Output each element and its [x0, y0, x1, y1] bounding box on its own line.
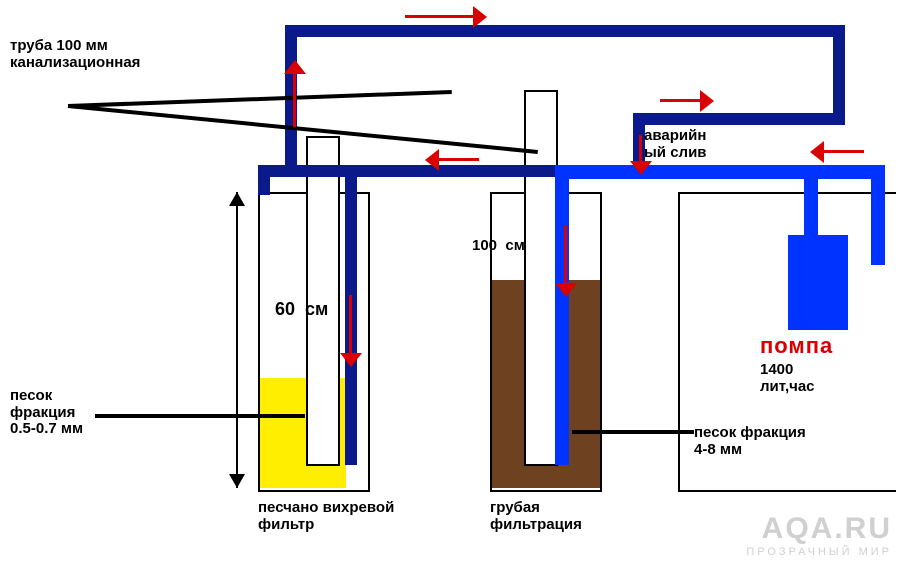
flow-arrow	[660, 99, 702, 102]
flow-arrow-head	[630, 161, 652, 175]
pipe-dark	[258, 165, 270, 195]
label-vortex: песчано вихревой фильтр	[258, 500, 394, 533]
pointer-line	[95, 414, 305, 418]
pipe-bright	[555, 165, 569, 465]
flow-arrow-head	[473, 6, 487, 28]
pipe-bright	[804, 165, 818, 240]
flow-arrow	[293, 72, 296, 127]
pointer-line	[572, 430, 694, 434]
pipe-dark	[833, 25, 845, 125]
label-100cm: 100 см	[472, 238, 525, 255]
label-60cm: 60 см	[275, 300, 328, 320]
flow-arrow	[349, 295, 352, 355]
label-pump-title: помпа	[760, 334, 833, 358]
label-coarse: грубая фильтрация	[490, 500, 582, 533]
flow-arrow-head	[284, 60, 306, 74]
flow-arrow-head	[425, 149, 439, 171]
dimension-arrowhead	[229, 192, 245, 206]
flow-arrow	[437, 158, 479, 161]
flow-arrow	[405, 15, 475, 18]
dimension-arrowhead	[229, 474, 245, 488]
pipe-dark	[285, 25, 845, 37]
pipe-dark	[258, 165, 568, 177]
label-pump-rate: 1400 лит,час	[760, 362, 815, 395]
flow-arrow	[639, 135, 642, 163]
pipe-bright	[555, 165, 885, 179]
label-sand-coarse: песок фракция 4-8 мм	[694, 425, 806, 458]
dimension-line	[236, 192, 238, 488]
pipe-bright	[871, 165, 885, 265]
flow-arrow-head	[810, 141, 824, 163]
pointer-line	[68, 104, 538, 154]
flow-arrow-head	[340, 353, 362, 367]
watermark: AQA.RUПРОЗРАЧНЫЙ МИР	[746, 512, 892, 558]
flow-arrow	[822, 150, 864, 153]
inner-tube-coarse	[524, 90, 558, 466]
pipe-dark	[633, 113, 845, 125]
pointer-line	[68, 90, 452, 108]
label-top-pipe: труба 100 мм канализационная	[10, 38, 140, 71]
flow-arrow-head	[555, 283, 577, 297]
label-sand-fine: песок фракция 0.5-0.7 мм	[10, 388, 83, 438]
flow-arrow-head	[700, 90, 714, 112]
label-emergency: аварийн ый слив	[644, 128, 707, 161]
pump-box	[788, 235, 848, 330]
flow-arrow	[564, 225, 567, 285]
